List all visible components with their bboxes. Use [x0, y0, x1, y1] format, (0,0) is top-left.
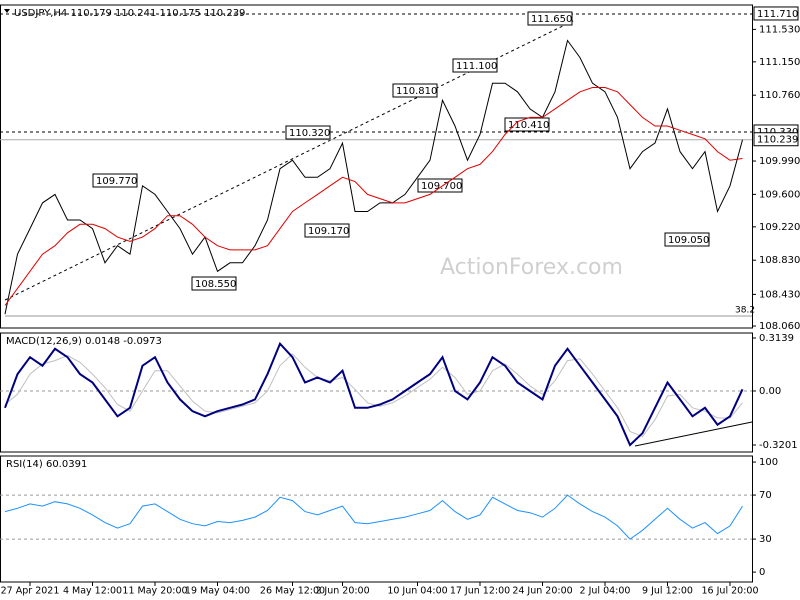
y-tick-label: 108.430	[759, 289, 800, 300]
y-tick-label: 108.830	[759, 255, 800, 266]
x-tick-label: 26 May 12:00	[260, 586, 325, 597]
y-tick-label: 0.00	[759, 386, 781, 397]
y-tick-label: -0.3201	[759, 440, 798, 451]
panel-title: RSI(14) 60.0391	[6, 459, 87, 470]
watermark: ActionForex.com	[440, 255, 623, 280]
price-annotation-box	[285, 125, 331, 140]
price-annotation-box	[392, 83, 438, 98]
price-label-box	[753, 132, 799, 147]
price-annotation-box	[664, 232, 710, 247]
x-tick-label: 4 May 12:00	[63, 586, 122, 597]
price-annotation-box	[417, 178, 463, 193]
panel-frame	[0, 332, 753, 453]
y-tick-label: 110.760	[759, 90, 800, 101]
price-annotation: 111.100	[456, 61, 497, 72]
price-annotation: 110.320	[289, 128, 330, 139]
series-line	[4, 341, 744, 447]
x-tick-label: 24 Jun 20:00	[512, 586, 572, 597]
price-annotation-box	[191, 276, 237, 291]
level-label: 111.710	[757, 9, 798, 20]
fib-label: 38.2	[735, 306, 755, 316]
x-tick-label: 16 Jul 20:00	[702, 586, 759, 597]
price-annotation-box	[452, 58, 498, 73]
y-tick-label: 70	[759, 490, 772, 501]
x-tick-label: 9 Jul 12:00	[642, 586, 693, 597]
price-annotation-box	[304, 223, 350, 238]
series-line	[4, 494, 743, 540]
macd-trend-line	[634, 421, 753, 447]
x-tick-label: 17 Jun 12:00	[450, 586, 510, 597]
price-annotation-box	[92, 173, 138, 188]
price-label: 110.239	[757, 135, 798, 146]
panel-frame	[0, 455, 753, 583]
y-tick-label: 109.220	[759, 222, 800, 233]
y-tick-label: 108.060	[759, 321, 800, 332]
x-tick-label: 2 Jul 04:00	[580, 586, 631, 597]
level-label-box	[753, 6, 799, 21]
panel-title: USDJPY,H4 110.179 110.241 110.175 110.23…	[14, 8, 245, 19]
panel-title: MACD(12,26,9) 0.0148 -0.0973	[6, 336, 162, 347]
x-tick-label: 2 Jun 20:00	[315, 586, 369, 597]
y-tick-label: 0.3139	[759, 333, 794, 344]
price-annotation-box	[527, 11, 573, 26]
y-tick-label: 109.990	[759, 156, 800, 167]
y-tick-label: 30	[759, 534, 772, 545]
x-tick-label: 11 May 20:00	[122, 586, 187, 597]
price-annotation: 110.410	[508, 120, 549, 131]
x-tick-label: 10 Jun 04:00	[387, 586, 447, 597]
x-tick-label: 19 May 04:00	[185, 586, 250, 597]
series-line	[4, 39, 743, 315]
title-arrow	[4, 9, 10, 13]
price-annotation: 108.550	[195, 279, 236, 290]
panel-frame	[0, 4, 753, 329]
x-tick-label: 27 Apr 2021	[1, 586, 60, 597]
series-line	[4, 87, 743, 306]
y-tick-label: 111.530	[759, 24, 800, 35]
price-annotation: 111.650	[531, 14, 572, 25]
price-annotation: 110.810	[396, 86, 437, 97]
price-annotation: 109.770	[96, 176, 137, 187]
price-annotation: 109.050	[668, 235, 709, 246]
y-tick-label: 0	[759, 567, 765, 578]
y-tick-label: 100	[759, 457, 778, 468]
y-tick-label: 111.150	[759, 57, 800, 68]
y-tick-label: 109.600	[759, 189, 800, 200]
price-annotation: 109.170	[308, 226, 349, 237]
